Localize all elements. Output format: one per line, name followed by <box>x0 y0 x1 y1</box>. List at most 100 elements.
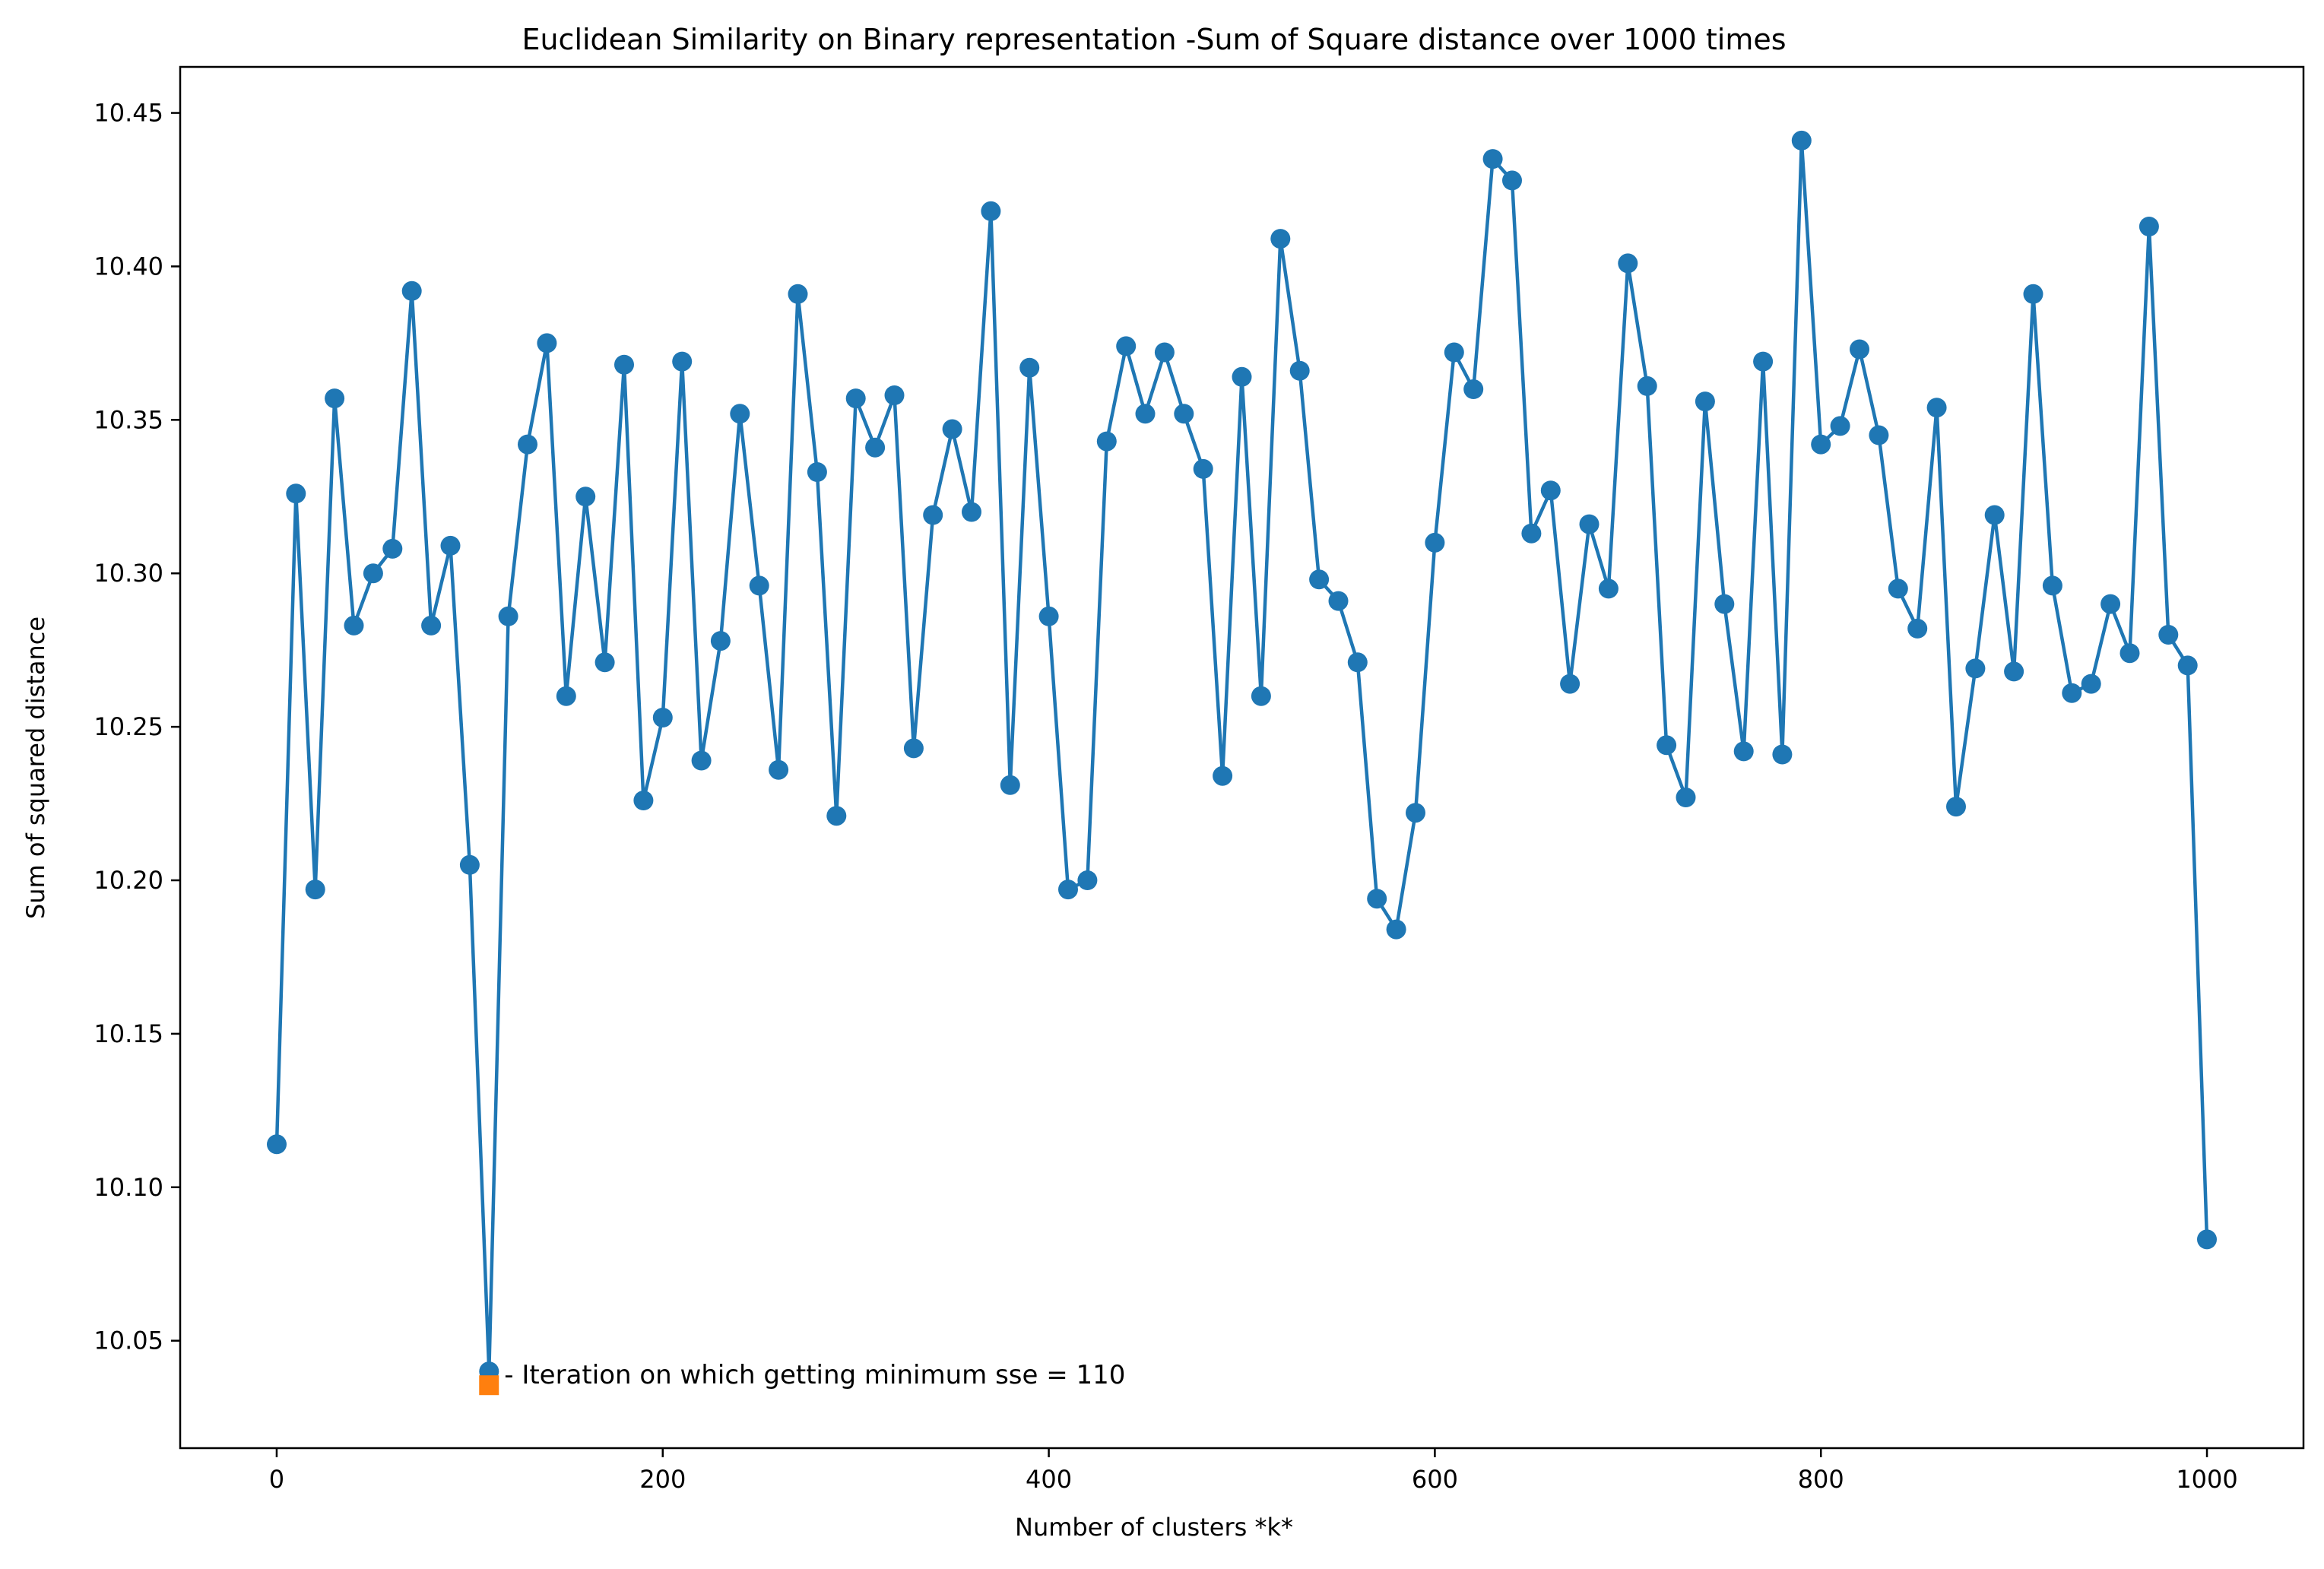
data-point <box>421 615 442 636</box>
data-point <box>884 385 905 405</box>
data-point <box>1657 735 1677 756</box>
data-point <box>1579 514 1600 534</box>
x-tick-label: 800 <box>1798 1465 1844 1494</box>
data-point <box>459 854 480 875</box>
data-point <box>325 388 345 409</box>
x-axis-label: Number of clusters *k* <box>1015 1513 1293 1542</box>
data-point <box>401 281 422 301</box>
data-point <box>575 487 596 507</box>
data-point <box>2177 655 2198 676</box>
data-point <box>498 606 518 626</box>
data-point <box>1444 342 1464 363</box>
data-point <box>2042 575 2062 596</box>
data-point <box>788 284 808 304</box>
data-point <box>672 351 693 372</box>
data-point <box>2062 683 2082 703</box>
data-point <box>826 806 847 826</box>
data-point <box>1888 578 1908 599</box>
data-point <box>1077 870 1098 890</box>
y-tick-label: 10.10 <box>94 1173 163 1202</box>
data-point <box>594 652 615 673</box>
data-point <box>1965 658 1986 679</box>
data-point <box>1000 775 1020 795</box>
data-point <box>1193 458 1213 479</box>
data-point <box>1406 803 1425 823</box>
data-point <box>1984 505 2005 525</box>
data-point <box>1116 336 1137 357</box>
data-point <box>1907 618 1928 639</box>
data-point <box>1232 366 1252 387</box>
data-point <box>1019 357 1040 378</box>
data-point <box>749 575 769 596</box>
data-point <box>1733 741 1754 762</box>
data-point <box>923 505 943 525</box>
data-point <box>1213 765 1233 786</box>
data-point <box>2197 1229 2217 1250</box>
data-point <box>2081 674 2101 694</box>
y-tick-label: 10.15 <box>94 1019 163 1048</box>
minimum-annotation-text: - Iteration on which getting minimum sse… <box>504 1360 1125 1390</box>
data-point <box>1135 404 1156 424</box>
data-point <box>1386 919 1406 940</box>
data-point <box>1270 229 1291 249</box>
data-point <box>440 535 461 556</box>
data-point <box>691 750 712 771</box>
data-point <box>363 563 383 584</box>
data-point <box>1791 130 1812 151</box>
x-tick-label: 200 <box>639 1465 686 1494</box>
data-point <box>2023 284 2043 304</box>
data-point <box>1618 253 1638 274</box>
data-point <box>1540 480 1561 501</box>
data-point <box>769 759 789 780</box>
data-point <box>1811 434 1831 455</box>
y-tick-label: 10.05 <box>94 1327 163 1355</box>
data-point <box>1926 398 1947 418</box>
axes: 0 200 400 600 800 1000 10.05 10.10 10.15 10.20 10.… <box>94 65 2305 1494</box>
data-point <box>382 538 403 559</box>
data-point <box>2004 661 2024 682</box>
data-point <box>2100 594 2121 614</box>
data-point <box>1038 606 1059 626</box>
data-point <box>1637 376 1657 396</box>
data-point <box>267 1134 287 1155</box>
x-tick-label: 1000 <box>2176 1465 2237 1494</box>
data-point <box>2120 643 2140 664</box>
y-tick-label: 10.25 <box>94 712 163 741</box>
minimum-marker <box>479 1375 499 1396</box>
data-point <box>981 201 1001 221</box>
data-point <box>1521 523 1542 544</box>
x-tick-label: 0 <box>269 1465 284 1494</box>
y-tick-label: 10.40 <box>94 252 163 281</box>
data-point <box>556 686 576 706</box>
data-point <box>1463 379 1484 399</box>
data-point <box>807 462 827 482</box>
data-point <box>1830 416 1850 436</box>
data-point <box>962 502 981 522</box>
data-point <box>1367 889 1387 909</box>
data-point <box>633 791 654 810</box>
data-point <box>1174 404 1194 424</box>
y-tick-label: 10.20 <box>94 866 163 895</box>
data-point <box>1560 674 1581 694</box>
data-point <box>1850 339 1869 360</box>
data-point <box>1753 351 1774 372</box>
data-point <box>518 434 537 455</box>
y-tick-label: 10.35 <box>94 405 163 434</box>
data-point <box>865 437 886 458</box>
y-tick-label: 10.45 <box>94 99 163 128</box>
data-point <box>1289 360 1310 381</box>
data-point <box>286 483 306 504</box>
data-point <box>1695 391 1715 412</box>
data-point <box>1058 880 1078 900</box>
data-point <box>2158 625 2179 645</box>
y-axis-label: Sum of squared distance <box>21 617 50 919</box>
data-point <box>1714 594 1735 614</box>
data-point <box>1309 569 1330 590</box>
data-point <box>1676 788 1696 807</box>
x-tick-label: 600 <box>1412 1465 1458 1494</box>
data-point <box>652 708 673 727</box>
data-point <box>1869 425 1889 445</box>
